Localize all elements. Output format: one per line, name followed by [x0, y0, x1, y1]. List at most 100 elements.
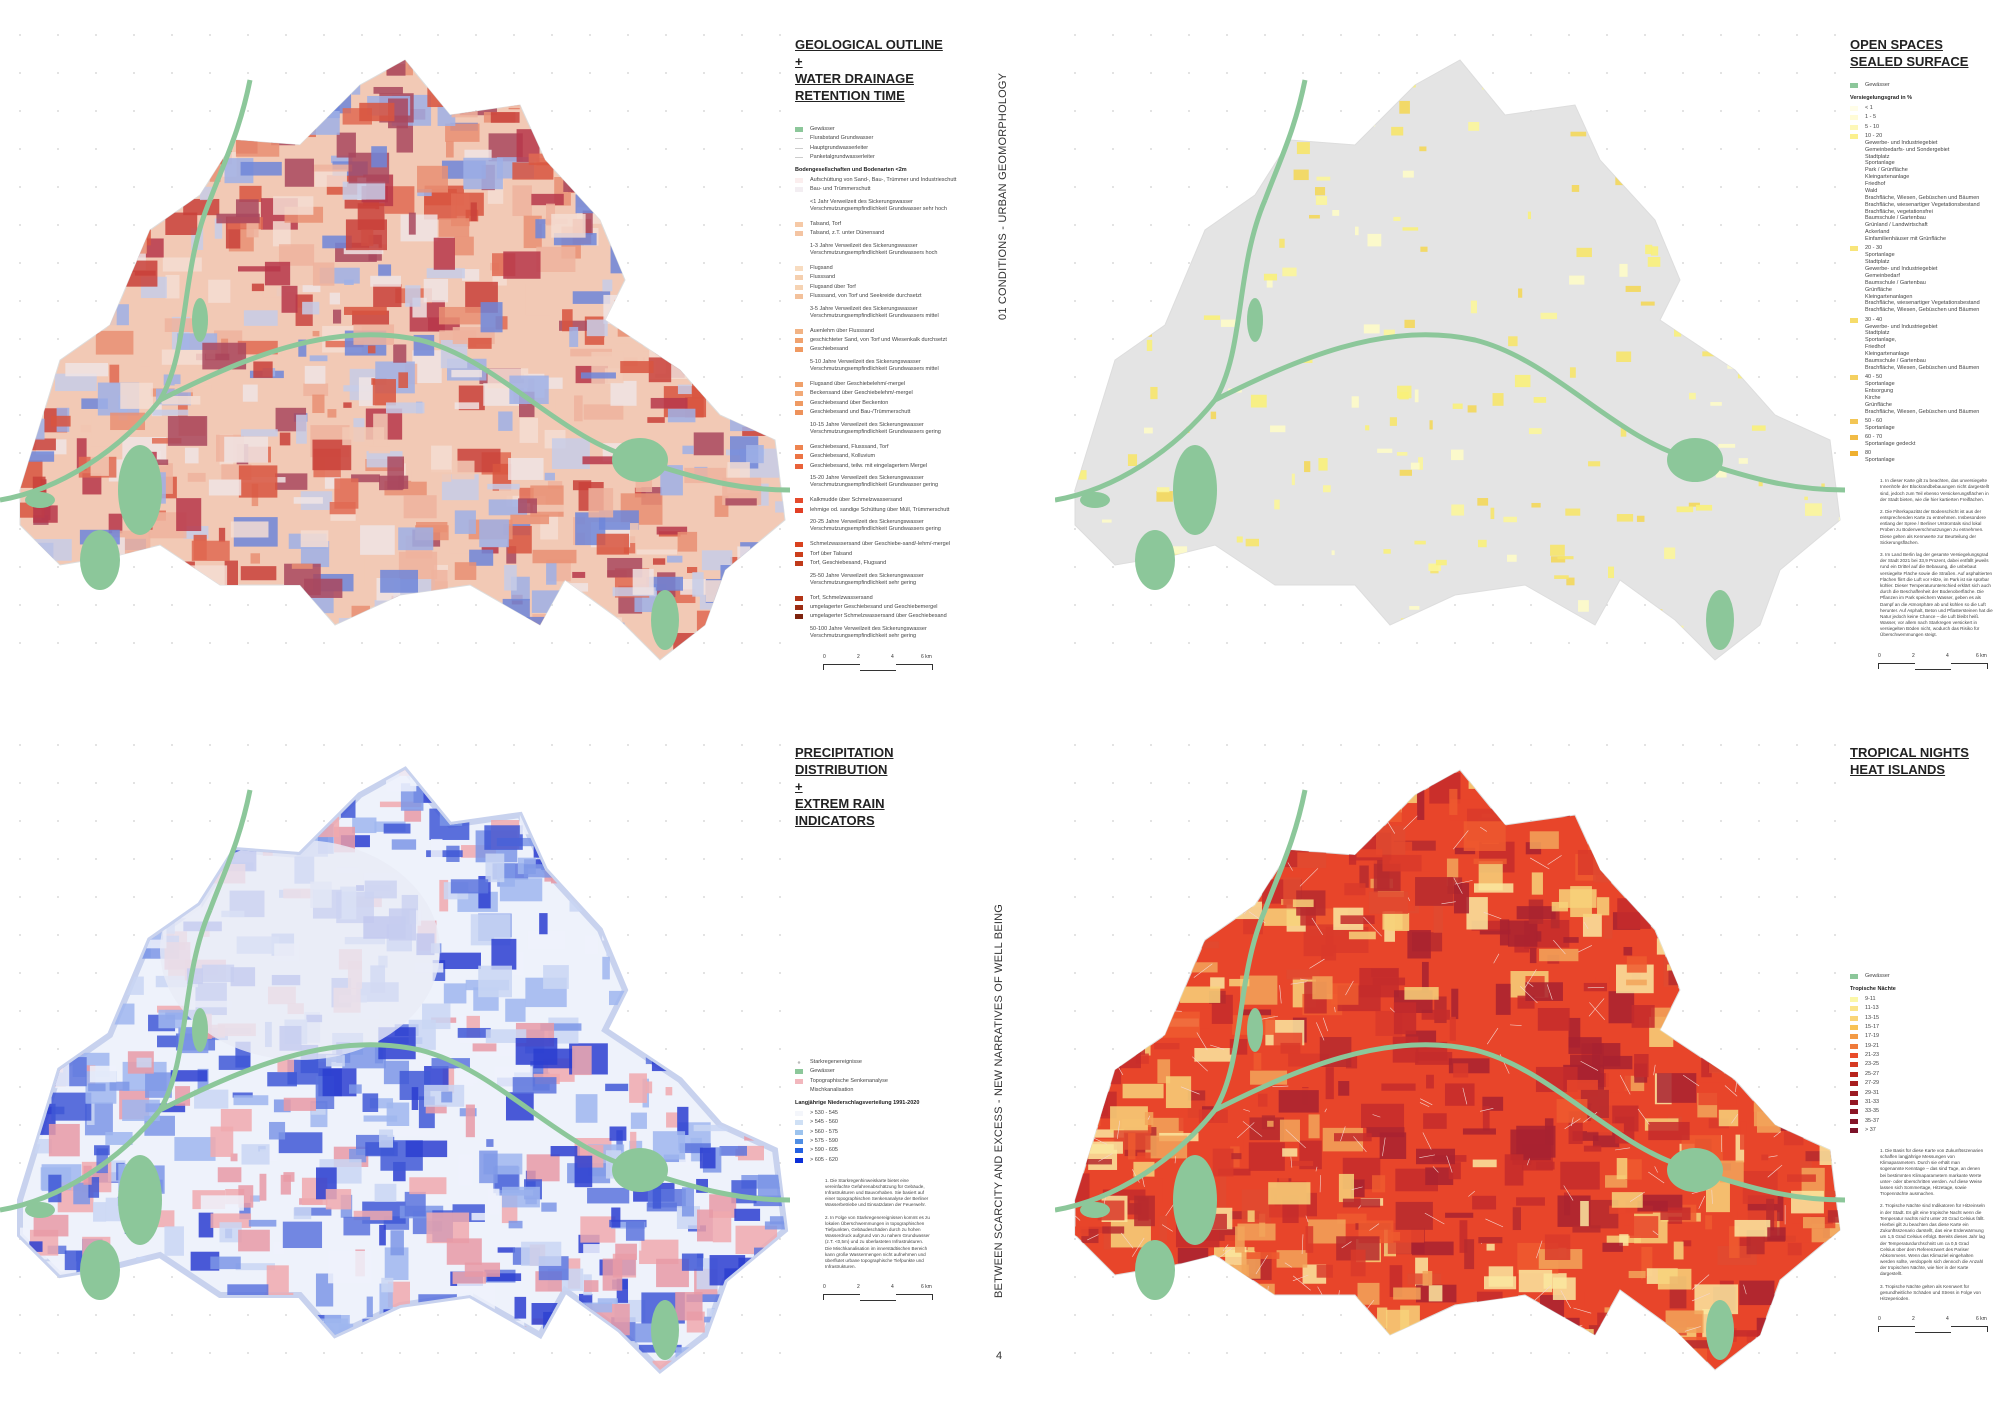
map-patch: [259, 90, 270, 107]
legend-sub-label: Sportanlage: [1865, 457, 1895, 464]
map-patch: [412, 608, 438, 628]
map-patch: [645, 208, 667, 225]
map-patch: [65, 1037, 90, 1047]
map-patch: [689, 352, 702, 374]
map-patch: [1609, 1205, 1653, 1214]
map-patch: [1206, 1258, 1216, 1277]
map-patch: [1806, 1270, 1840, 1292]
map-patch: [705, 580, 728, 602]
street-line: [1147, 1115, 1151, 1120]
map-patch: [1616, 514, 1634, 522]
sealed-surface-map: [1055, 34, 1845, 661]
map-patch: [486, 1139, 494, 1147]
map-patch: [1551, 556, 1566, 563]
map-patch: [1799, 996, 1821, 1009]
street-line: [1783, 959, 1790, 968]
map-patch: [300, 530, 329, 548]
map-patch: [1673, 1241, 1684, 1260]
legend-label: Schmelzwassersand über Geschiebe-sand/-l…: [810, 541, 951, 548]
map-patch: [720, 1355, 754, 1370]
map-patch: [473, 770, 501, 777]
map-patch: [63, 132, 70, 165]
map-patch: [1419, 146, 1427, 152]
map-patch: [293, 497, 323, 504]
map-patch: [773, 832, 785, 861]
map-patch: [1122, 894, 1148, 904]
street-line: [1290, 981, 1307, 985]
street-line: [1583, 921, 1589, 929]
map-patch: [100, 1366, 115, 1370]
map-patch: [720, 1378, 758, 1390]
map-patch: [1087, 1019, 1113, 1039]
legend-sub-label: Sportanlage: [1865, 252, 1895, 259]
map-patch: [472, 1043, 497, 1052]
street-line: [1567, 1324, 1583, 1331]
map-note: 1. Die Basis für diese Karte von Zukunft…: [1880, 1147, 1984, 1197]
map-patch: [1725, 931, 1762, 938]
map-patch: [744, 367, 768, 396]
map-patch: [1569, 367, 1576, 378]
map-patch: [324, 640, 332, 660]
street-line: [1758, 1387, 1770, 1390]
map-patch: [1372, 1175, 1386, 1193]
map-patch: [508, 457, 544, 480]
legend-label: Gewässer: [810, 1068, 835, 1075]
map-patch: [582, 210, 593, 235]
map-patch: [1540, 312, 1558, 320]
map-patch: [1338, 1173, 1355, 1203]
street-line: [1724, 1085, 1738, 1097]
map-patch: [1821, 483, 1825, 488]
map-patch: [436, 1302, 461, 1322]
street-line: [1826, 966, 1840, 982]
map-patch: [81, 200, 102, 214]
legend-item: 20 - 30 Sportanlage Stadtplatz Gewerbe- und…: [1850, 245, 2000, 314]
map-patch: [1650, 770, 1677, 782]
map-patch: [1800, 246, 1816, 254]
map-patch: [304, 365, 326, 384]
map-patch: [1799, 1273, 1826, 1304]
legend-sub-label: Kleingartenanlagen: [1865, 293, 1913, 300]
map-patch: [1320, 819, 1354, 851]
map-patch: [576, 1369, 601, 1370]
map-patch: [33, 505, 58, 523]
map-patch: [259, 1348, 276, 1370]
map-patch: [1253, 1052, 1262, 1070]
map-patch: [570, 348, 612, 357]
map-patch: [729, 931, 745, 945]
map-patch: [1453, 1063, 1469, 1078]
map-patch: [1637, 630, 1641, 640]
map-patch: [1417, 787, 1425, 820]
map-patch: [1250, 394, 1267, 408]
legend-swatch: [1850, 974, 1858, 979]
map-patch: [765, 780, 785, 790]
map-patch: [477, 83, 487, 96]
map-patch: [1193, 770, 1204, 774]
map-patch: [1088, 814, 1098, 844]
map-patch: [1607, 566, 1615, 579]
map-patch: [1285, 1298, 1325, 1328]
street-line: [1563, 1185, 1574, 1201]
legend-label: 20 - 30: [1865, 245, 1883, 252]
street-line: [1816, 1068, 1826, 1089]
map-patch: [397, 622, 436, 641]
street-line: [1272, 1085, 1289, 1087]
map-patch: [29, 281, 46, 289]
map-patch: [1176, 770, 1211, 771]
map-patch: [1090, 975, 1129, 992]
map-patch: [431, 445, 452, 473]
map-patch: [1551, 901, 1568, 912]
map-patch: [613, 109, 647, 133]
map-patch: [1619, 263, 1628, 277]
street-line: [1183, 1389, 1198, 1390]
street-line: [1122, 947, 1130, 957]
street-line: [1058, 935, 1068, 948]
map-patch: [409, 1177, 447, 1195]
map-patch: [1658, 738, 1682, 745]
map-patch: [438, 1317, 471, 1335]
map-patch: [212, 111, 231, 123]
map-patch: [1435, 35, 1442, 46]
map-patch: [1501, 1292, 1519, 1320]
map-patch: [103, 1344, 129, 1364]
scale-label: 4: [1946, 652, 1949, 659]
